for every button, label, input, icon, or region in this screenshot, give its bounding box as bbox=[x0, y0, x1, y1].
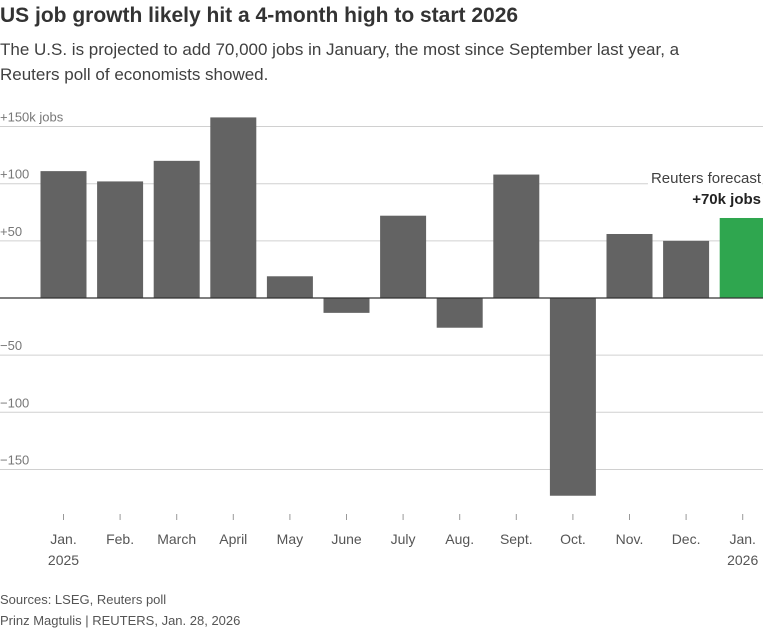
x-tick-label: Jan. bbox=[50, 531, 76, 547]
y-tick-label: +150k jobs bbox=[0, 110, 64, 125]
y-tick-label: −50 bbox=[0, 338, 22, 353]
x-tick-label: Oct. bbox=[560, 531, 586, 547]
x-tick-label: Nov. bbox=[616, 531, 644, 547]
annotation-background bbox=[647, 170, 762, 189]
chart-title: US job growth likely hit a 4-month high … bbox=[0, 4, 519, 27]
bar bbox=[97, 181, 144, 298]
x-tick-label: Jan. bbox=[729, 531, 755, 547]
bar bbox=[606, 233, 653, 298]
bar bbox=[40, 171, 87, 298]
bar bbox=[436, 298, 483, 328]
bar bbox=[380, 215, 427, 298]
bars bbox=[40, 117, 763, 496]
y-tick-label: +100 bbox=[0, 167, 29, 182]
y-tick-label: −100 bbox=[0, 395, 29, 410]
x-tick-label: Feb. bbox=[106, 531, 134, 547]
bar bbox=[663, 240, 710, 298]
x-tick-label: Dec. bbox=[672, 531, 701, 547]
x-tick-label-year: 2026 bbox=[727, 552, 758, 568]
bar-forecast bbox=[719, 217, 763, 298]
bar bbox=[549, 298, 596, 496]
bar bbox=[266, 276, 313, 298]
bar bbox=[210, 117, 257, 298]
source-note: Sources: LSEG, Reuters poll bbox=[0, 592, 167, 607]
byline: Prinz Magtulis | REUTERS, Jan. 28, 2026 bbox=[0, 613, 241, 628]
y-tick-label: −150 bbox=[0, 452, 29, 467]
bar-chart: +150k jobs +100 +50 −50 −100 −150 Jan. 2025 Feb… bbox=[0, 110, 763, 568]
forecast-annotation: Reuters forecast +70k jobs bbox=[647, 170, 762, 208]
y-axis-tick-labels: +150k jobs +100 +50 −50 −100 −150 bbox=[0, 110, 64, 468]
bar bbox=[153, 160, 200, 298]
x-tick-label: Aug. bbox=[445, 531, 474, 547]
x-tick-label: March bbox=[157, 531, 196, 547]
x-tick-label: July bbox=[391, 531, 416, 547]
y-tick-label: +50 bbox=[0, 224, 22, 239]
annotation-value: +70k jobs bbox=[692, 191, 761, 208]
x-tick-label: May bbox=[277, 531, 303, 547]
annotation-label: Reuters forecast bbox=[651, 170, 762, 187]
x-tick-label: June bbox=[331, 531, 362, 547]
bar bbox=[493, 174, 540, 298]
x-tick-label-year: 2025 bbox=[48, 552, 79, 568]
chart-subtitle: The U.S. is projected to add 70,000 jobs… bbox=[0, 40, 680, 84]
bar bbox=[323, 298, 370, 313]
x-tick-label: Sept. bbox=[500, 531, 533, 547]
x-axis-tick-labels: Jan. 2025 Feb. March April May June July Aug. Sep… bbox=[48, 514, 758, 568]
x-tick-label: April bbox=[219, 531, 247, 547]
